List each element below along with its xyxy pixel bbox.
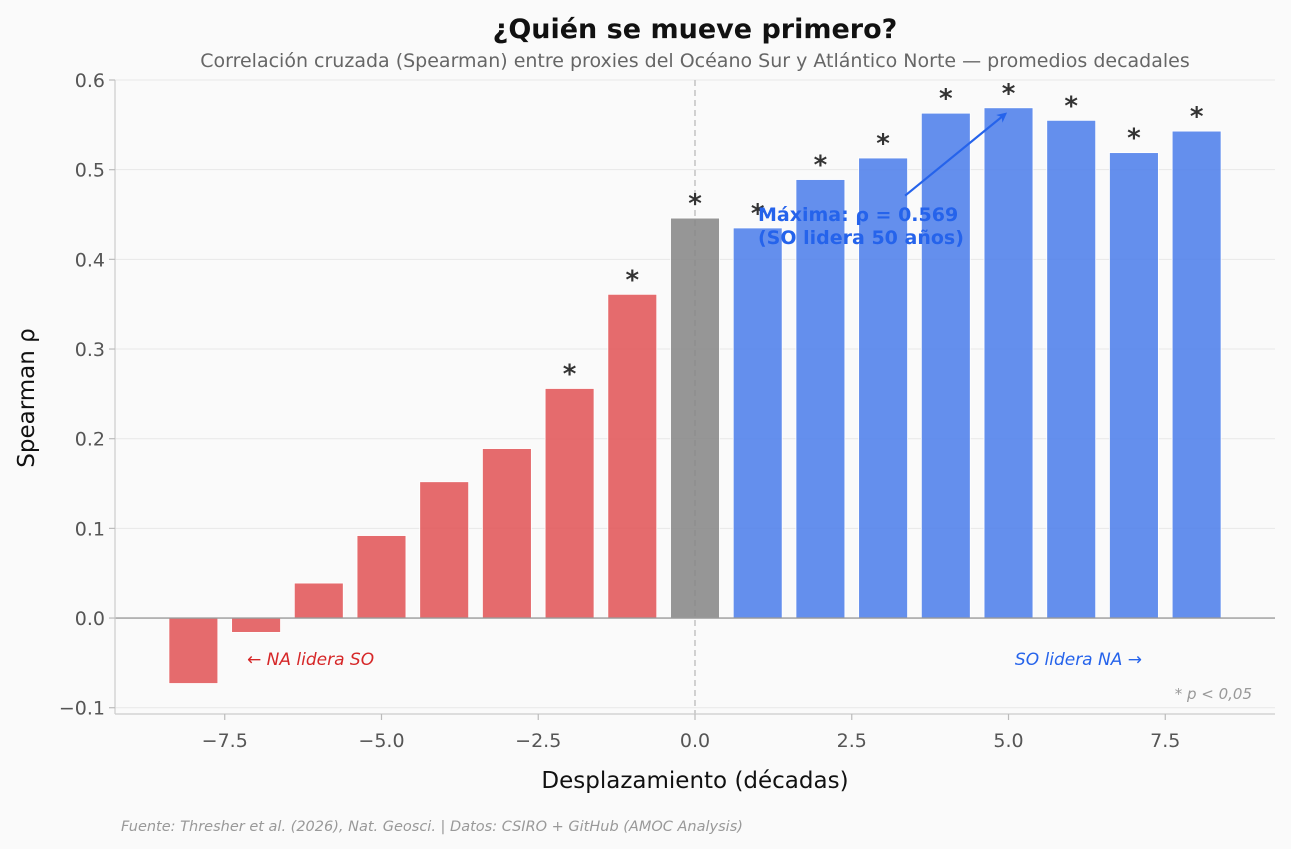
source-footer: Fuente: Thresher et al. (2026), Nat. Geo… <box>121 819 743 835</box>
bar-lag--1 <box>607 293 658 619</box>
bars <box>168 107 1222 684</box>
significance-marker: * <box>1002 79 1016 109</box>
x-tick-label: −7.5 <box>202 730 248 752</box>
y-tick-label: −0.1 <box>59 698 105 720</box>
bar-lag--2 <box>544 388 595 619</box>
significance-marker: * <box>1064 91 1078 121</box>
bar-lag-0 <box>670 217 720 619</box>
y-axis-label: Spearman ρ <box>14 328 40 467</box>
significance-marker: * <box>1190 102 1204 132</box>
bar-lag-1 <box>732 227 783 619</box>
significance-marker: * <box>751 199 765 229</box>
x-tick-label: −5.0 <box>358 730 404 752</box>
x-tick-label: 5.0 <box>993 730 1023 752</box>
x-tick-label: 7.5 <box>1150 730 1180 752</box>
tick-labels: −7.5 −5.0 −2.5 0.0 2.5 5.0 7.5 −0.1 0.0 0.1 0.2 0.3… <box>59 70 1181 752</box>
bar-lag--4 <box>419 481 470 619</box>
bar-lag-4 <box>920 112 971 619</box>
bar-lag-3 <box>858 157 908 619</box>
significance-marker: * <box>563 359 577 389</box>
x-tick-label: 0.0 <box>680 730 710 752</box>
significance-marker: * <box>939 84 953 114</box>
bar-lag--6 <box>293 582 344 619</box>
y-tick-label: 0.4 <box>75 249 105 271</box>
significance-marker: * <box>814 151 828 181</box>
x-tick-label: 2.5 <box>837 730 867 752</box>
y-tick-label: 0.1 <box>75 518 105 540</box>
bar-lag-5 <box>983 107 1034 619</box>
x-axis-label: Desplazamiento (décadas) <box>541 768 848 794</box>
left-region-label: ← NA lidera SO <box>247 650 374 670</box>
y-tick-label: 0.2 <box>75 429 105 451</box>
bar-lag-2 <box>795 179 846 619</box>
significance-markers: * * * * * * * * * * * <box>563 79 1204 390</box>
x-tick-label: −2.5 <box>515 730 561 752</box>
significance-marker: * <box>688 189 702 219</box>
y-tick-label: 0.0 <box>75 608 105 630</box>
chart-title: ¿Quién se mueve primero? <box>493 14 898 45</box>
bar-lag--5 <box>356 535 407 619</box>
peak-annotation-line1: Máxima: ρ = 0.569 <box>758 204 958 226</box>
significance-marker: * <box>1127 124 1141 154</box>
plot-area: * * * * * * * * * * * −7.5 −5.0 −2.5 0.0 2.5 5.0 7.5 −0.1… <box>59 70 1275 752</box>
bar-lag-7 <box>1109 152 1159 619</box>
right-region-label: SO lidera NA → <box>1015 650 1142 670</box>
bar-lag-6 <box>1046 119 1097 619</box>
peak-annotation-line2: (SO lidera 50 años) <box>758 227 964 249</box>
bar-lag--8 <box>168 617 219 684</box>
significance-marker: * <box>625 265 639 295</box>
y-tick-label: 0.3 <box>75 339 105 361</box>
bar-lag--3 <box>482 448 532 619</box>
y-tick-label: 0.5 <box>75 160 105 182</box>
y-tick-label: 0.6 <box>75 70 105 92</box>
peak-arrow <box>904 112 1008 197</box>
significance-marker: * <box>876 129 890 159</box>
significance-note: * p < 0,05 <box>1175 685 1252 703</box>
chart-subtitle: Correlación cruzada (Spearman) entre pro… <box>200 50 1190 72</box>
bar-lag-8 <box>1171 130 1222 619</box>
bar-lag--7 <box>231 617 281 633</box>
